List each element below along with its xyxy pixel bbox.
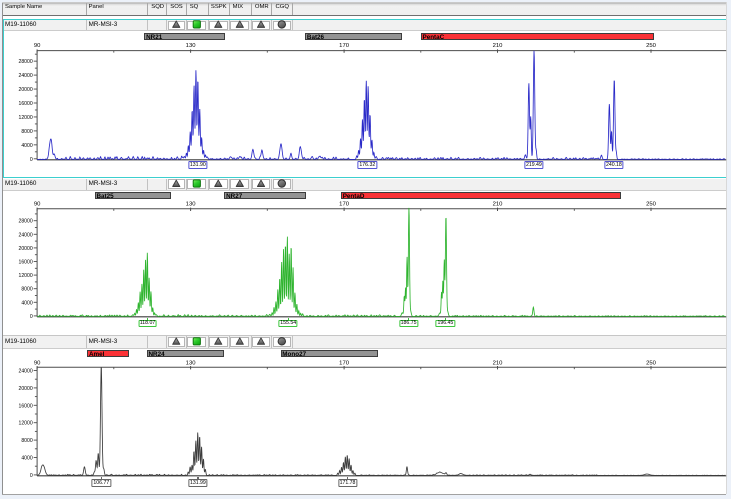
svg-text:12000: 12000 <box>19 115 33 121</box>
svg-text:130: 130 <box>186 43 197 49</box>
svg-text:8000: 8000 <box>21 287 32 293</box>
svg-text:20000: 20000 <box>19 87 33 93</box>
svg-text:24000: 24000 <box>19 232 33 238</box>
svg-text:170: 170 <box>339 201 350 207</box>
svg-text:8000: 8000 <box>21 438 32 444</box>
svg-text:12000: 12000 <box>19 273 33 279</box>
svg-text:24000: 24000 <box>19 369 33 375</box>
svg-text:130: 130 <box>186 361 197 367</box>
svg-text:24000: 24000 <box>19 73 33 79</box>
svg-text:0: 0 <box>30 314 33 320</box>
svg-text:170: 170 <box>339 43 350 49</box>
svg-text:130: 130 <box>186 201 197 207</box>
svg-text:20000: 20000 <box>19 386 33 392</box>
svg-text:8000: 8000 <box>21 129 32 135</box>
svg-text:16000: 16000 <box>19 101 33 107</box>
svg-text:0: 0 <box>30 157 33 163</box>
svg-text:250: 250 <box>646 361 657 367</box>
svg-text:210: 210 <box>493 201 504 207</box>
svg-text:16000: 16000 <box>19 260 33 266</box>
svg-text:4000: 4000 <box>21 456 32 462</box>
svg-text:210: 210 <box>493 43 504 49</box>
svg-text:0: 0 <box>30 473 33 479</box>
svg-text:12000: 12000 <box>19 421 33 427</box>
svg-text:4000: 4000 <box>21 143 32 149</box>
svg-text:250: 250 <box>646 201 657 207</box>
svg-text:90: 90 <box>34 201 41 207</box>
svg-text:28000: 28000 <box>19 219 33 225</box>
svg-text:28000: 28000 <box>19 59 33 65</box>
svg-text:20000: 20000 <box>19 246 33 252</box>
svg-text:170: 170 <box>339 361 350 367</box>
svg-text:90: 90 <box>34 43 41 49</box>
svg-text:16000: 16000 <box>19 403 33 409</box>
svg-text:4000: 4000 <box>21 300 32 306</box>
svg-text:250: 250 <box>646 43 657 49</box>
svg-text:210: 210 <box>493 361 504 367</box>
svg-text:90: 90 <box>34 361 41 367</box>
